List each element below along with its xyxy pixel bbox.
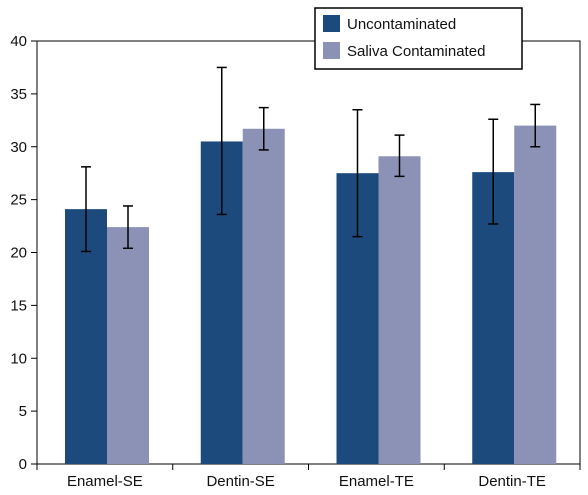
y-tick-label: 40 <box>10 33 27 50</box>
legend-label-uncontaminated: Uncontaminated <box>347 16 456 33</box>
x-tick-label: Enamel-TE <box>339 473 414 490</box>
legend-swatch-uncontaminated <box>323 15 340 32</box>
y-tick-label: 15 <box>10 297 27 314</box>
bars-group <box>65 125 557 464</box>
x-axis-ticks: Enamel-SE Dentin-SE Enamel-TE Dentin-TE <box>36 464 581 490</box>
y-tick-label: 30 <box>10 139 27 156</box>
x-tick-label: Enamel-SE <box>67 473 143 490</box>
legend: Uncontaminated Saliva Contaminated <box>314 7 523 70</box>
legend-label-saliva-contaminated: Saliva Contaminated <box>347 43 485 60</box>
error-bars-group <box>81 66 541 253</box>
y-tick-label: 10 <box>10 350 27 367</box>
bar-dentin-te-saliva-contaminated <box>514 125 557 464</box>
bar-enamel-se-saliva-contaminated <box>107 227 149 464</box>
x-tick-label: Dentin-SE <box>206 473 274 490</box>
y-tick-label: 35 <box>10 86 27 103</box>
legend-box <box>314 7 523 70</box>
y-axis-ticks: 0 5 10 15 20 25 30 35 40 <box>10 33 37 473</box>
y-tick-label: 25 <box>10 192 27 209</box>
bar-dentin-se-saliva-contaminated <box>242 128 285 464</box>
bar-enamel-te-saliva-contaminated <box>378 156 421 464</box>
y-tick-label: 0 <box>19 456 27 473</box>
legend-swatch-saliva-contaminated <box>323 42 340 59</box>
y-tick-label: 5 <box>19 403 27 420</box>
y-tick-label: 20 <box>10 245 27 262</box>
x-tick-label: Dentin-TE <box>478 473 546 490</box>
